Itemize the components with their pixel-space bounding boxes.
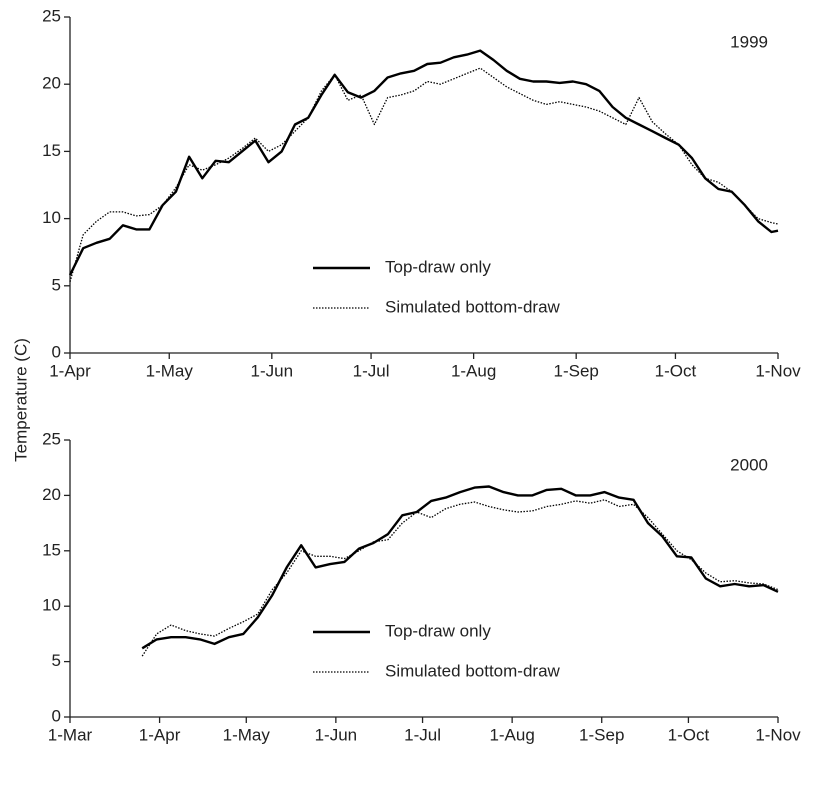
- x-tick-label: 1-Jul: [404, 725, 441, 744]
- y-tick-label: 20: [42, 485, 61, 504]
- y-tick-label: 0: [52, 706, 61, 725]
- y-tick-label: 5: [52, 275, 61, 294]
- x-tick-label: 1-Mar: [48, 725, 93, 744]
- x-tick-label: 1-Aug: [489, 725, 534, 744]
- x-tick-label: 1-Jun: [315, 725, 358, 744]
- legend-label: Top-draw only: [385, 621, 491, 640]
- legend-label: Top-draw only: [385, 257, 491, 276]
- x-tick-label: 1-Jul: [353, 361, 390, 380]
- x-tick-label: 1-Nov: [755, 361, 801, 380]
- legend-label: Simulated bottom-draw: [385, 297, 561, 316]
- series-line: [69, 67, 779, 282]
- series-line: [141, 499, 779, 657]
- y-axis-label: Temperature (C): [11, 338, 30, 462]
- y-tick-label: 25: [42, 429, 61, 448]
- series-line: [141, 485, 779, 650]
- x-tick-label: 1-Sep: [553, 361, 598, 380]
- x-tick-label: 1-Sep: [579, 725, 624, 744]
- y-tick-label: 25: [42, 6, 61, 25]
- y-tick-label: 10: [42, 596, 61, 615]
- x-tick-label: 1-Jun: [251, 361, 294, 380]
- y-tick-label: 20: [42, 74, 61, 93]
- series-line: [68, 49, 779, 276]
- x-tick-label: 1-Apr: [139, 725, 181, 744]
- x-tick-label: 1-Aug: [451, 361, 496, 380]
- y-tick-label: 15: [42, 540, 61, 559]
- x-tick-label: 1-Nov: [755, 725, 801, 744]
- annotation: 2000: [730, 455, 768, 474]
- y-tick-label: 0: [52, 342, 61, 361]
- x-tick-label: 1-May: [223, 725, 271, 744]
- y-tick-label: 5: [52, 651, 61, 670]
- x-tick-label: 1-Oct: [655, 361, 697, 380]
- y-tick-label: 10: [42, 208, 61, 227]
- legend-label: Simulated bottom-draw: [385, 661, 561, 680]
- x-tick-label: 1-Apr: [49, 361, 91, 380]
- x-tick-label: 1-May: [146, 361, 194, 380]
- y-tick-label: 15: [42, 141, 61, 160]
- x-tick-label: 1-Oct: [668, 725, 710, 744]
- annotation: 1999: [730, 32, 768, 51]
